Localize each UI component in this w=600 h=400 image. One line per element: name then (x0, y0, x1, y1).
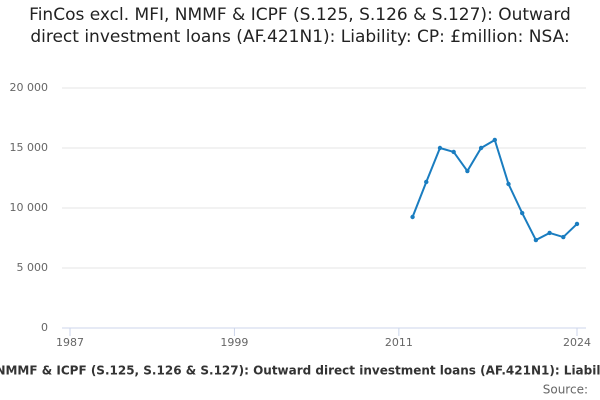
x-tick-label: 2024 (563, 336, 591, 349)
point (465, 168, 470, 174)
point (437, 145, 443, 151)
y-tick-label: 0 (41, 321, 48, 334)
y-tick-label: 15 000 (10, 141, 49, 154)
point (410, 214, 415, 220)
x-tick-label: 1999 (220, 336, 248, 349)
point (519, 210, 525, 216)
point (478, 145, 484, 151)
point (547, 230, 552, 236)
source: Source: (543, 383, 588, 397)
x-tick-label: 2011 (385, 336, 413, 349)
legend-label: NMMF & ICPF (S.125, S.126 & S.127): Outw… (0, 364, 600, 378)
y-tick-label: 20 000 (10, 81, 49, 94)
point (533, 237, 539, 243)
point (574, 221, 580, 227)
chart-title: FinCos excl. MFI, NMMF & ICPF (S.125, S.… (29, 5, 571, 47)
y-tick-label: 5 000 (17, 261, 49, 274)
point (424, 179, 429, 185)
y-tick-label: 10 000 (10, 201, 49, 214)
series-line (411, 138, 578, 242)
point (506, 181, 511, 187)
x-tick-label: 1987 (56, 336, 84, 349)
point (492, 137, 497, 143)
point (451, 149, 456, 155)
point (561, 234, 566, 240)
